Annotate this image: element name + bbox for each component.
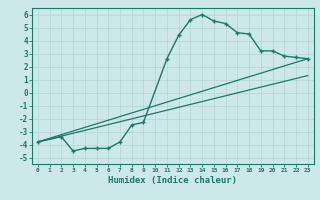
X-axis label: Humidex (Indice chaleur): Humidex (Indice chaleur) [108,176,237,185]
